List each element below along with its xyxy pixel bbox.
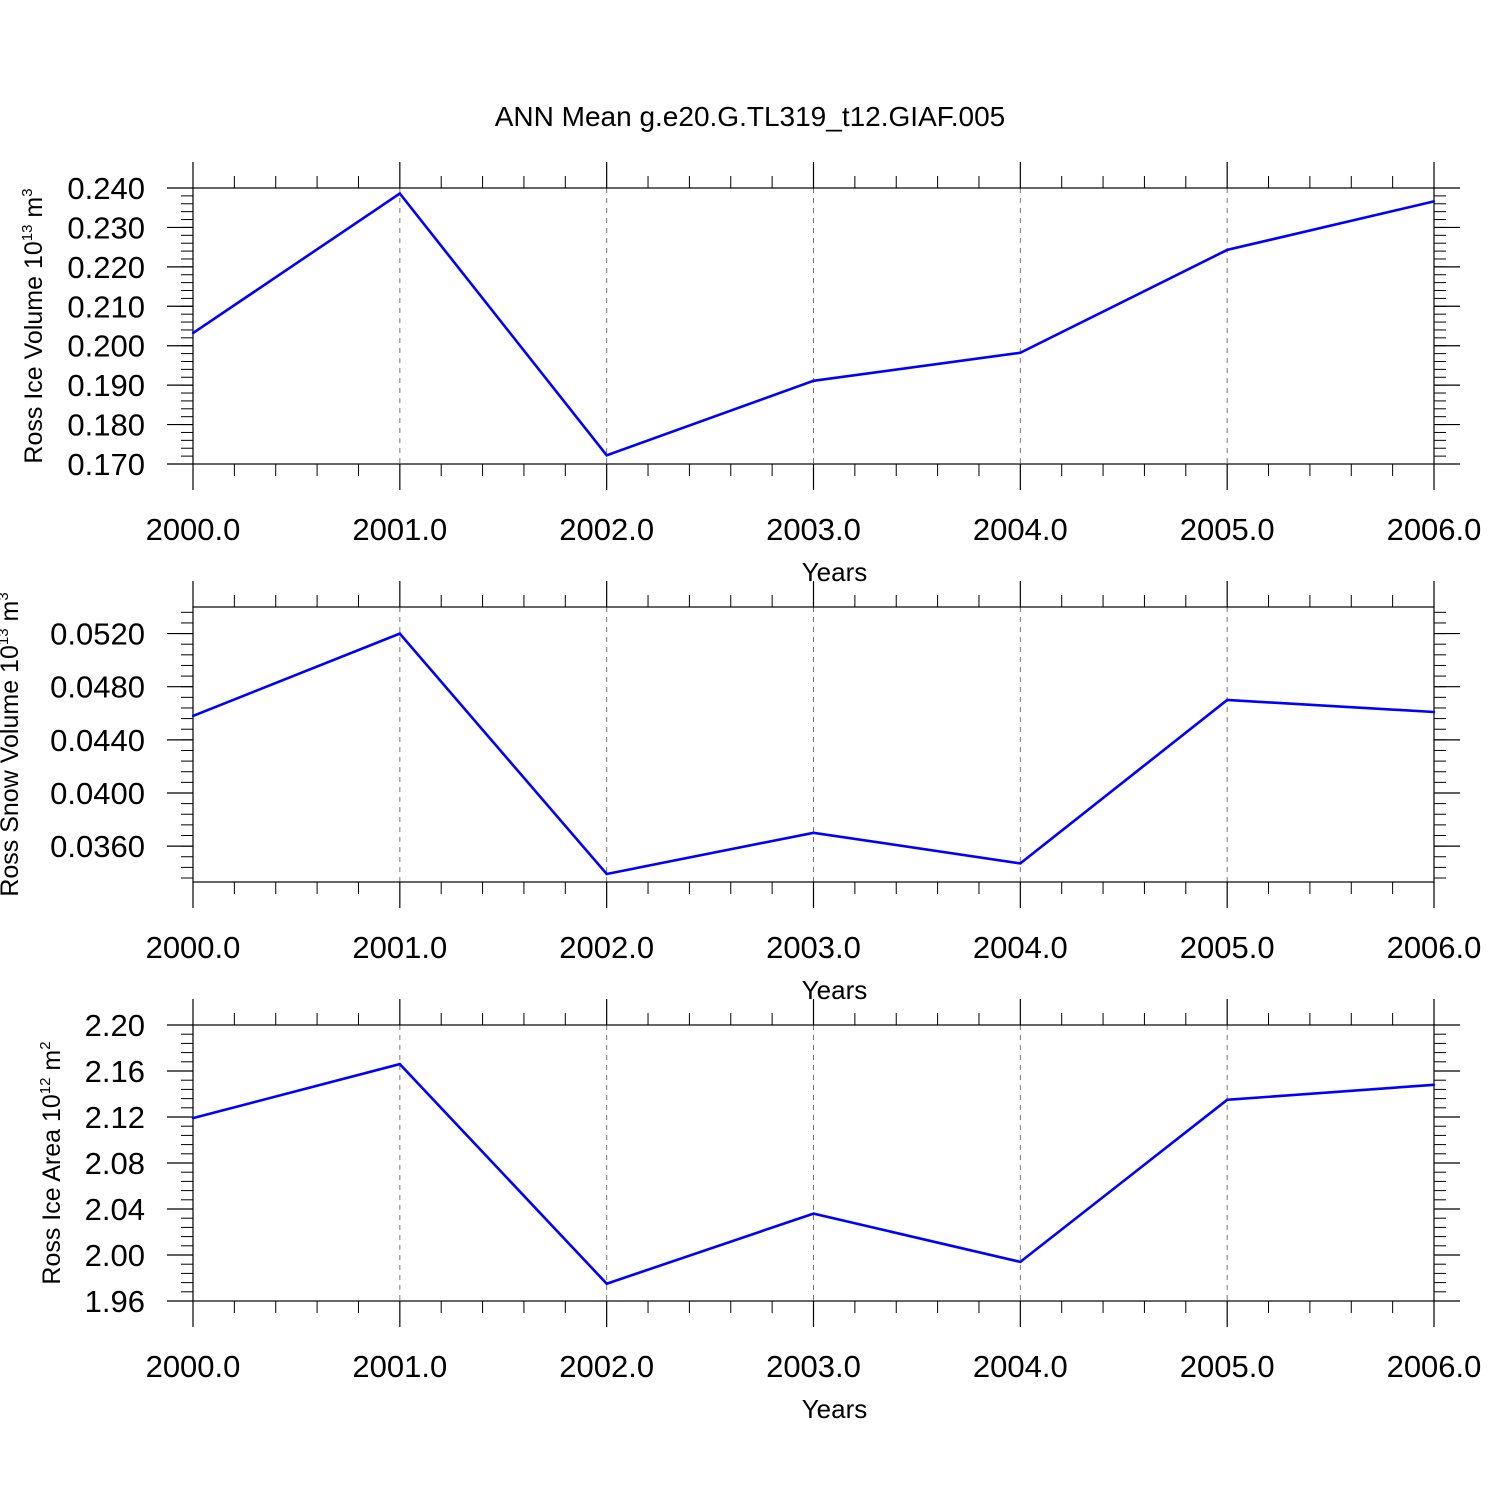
y-tick-label: 2.12 bbox=[85, 1100, 145, 1135]
x-tick-label: 2000.0 bbox=[146, 1349, 241, 1384]
data-point bbox=[812, 379, 815, 383]
x-tick-label: 2002.0 bbox=[559, 512, 654, 547]
data-point bbox=[398, 192, 402, 195]
y-tick-label: 1.96 bbox=[85, 1284, 145, 1319]
panel-3: 2000.0 2001.0 2002.0 2003.0 2004.0 2005.0 2006… bbox=[37, 999, 1481, 1424]
panel-2: 2000.0 2001.0 2002.0 2003.0 2004.0 2005.0 2006… bbox=[0, 581, 1481, 1005]
data-point bbox=[1432, 200, 1436, 203]
data-point bbox=[1225, 698, 1229, 702]
y-tick-label: 0.170 bbox=[67, 447, 145, 482]
x-tick-label: 2003.0 bbox=[766, 512, 861, 547]
y-axis-label: Ross Snow Volume 1013 m3 bbox=[0, 592, 24, 896]
x-tick-label: 2004.0 bbox=[973, 1349, 1068, 1384]
x-tick-label: 2004.0 bbox=[973, 930, 1068, 965]
data-point bbox=[398, 632, 402, 635]
y-tick-label: 0.0520 bbox=[50, 617, 145, 652]
x-tick-label: 2006.0 bbox=[1387, 512, 1482, 547]
y-tick-label: 0.230 bbox=[67, 210, 145, 245]
chart-title: ANN Mean g.e20.G.TL319_t12.GIAF.005 bbox=[495, 101, 1006, 132]
y-tick-label: 0.180 bbox=[67, 408, 145, 443]
x-tick-label: 2006.0 bbox=[1387, 1349, 1482, 1384]
data-point bbox=[1019, 862, 1022, 865]
data-point bbox=[191, 331, 195, 335]
data-point bbox=[605, 1282, 608, 1285]
data-point bbox=[1019, 351, 1022, 355]
data-point bbox=[1225, 1098, 1229, 1101]
x-tick-label: 2005.0 bbox=[1180, 512, 1275, 547]
y-tick-label: 0.0400 bbox=[50, 776, 145, 811]
y-tick-label: 0.220 bbox=[67, 250, 145, 285]
y-tick-label: 0.0360 bbox=[50, 829, 145, 864]
y-tick-label: 0.210 bbox=[67, 289, 145, 324]
y-tick-label: 2.08 bbox=[85, 1146, 145, 1181]
x-tick-label: 2000.0 bbox=[146, 512, 241, 547]
data-point bbox=[812, 1212, 815, 1215]
y-tick-label: 0.0440 bbox=[50, 723, 145, 758]
x-tick-label: 2002.0 bbox=[559, 930, 654, 965]
data-point bbox=[191, 1116, 195, 1120]
panel-1: 2000.0 2001.0 2002.0 2003.0 2004.0 2005.0 2006… bbox=[19, 162, 1481, 587]
data-point bbox=[1225, 248, 1229, 252]
y-tick-label: 2.00 bbox=[85, 1238, 145, 1273]
y-axis-label: Ross Ice Volume 1013 m3 bbox=[19, 188, 48, 463]
y-tick-label: 0.240 bbox=[67, 171, 145, 206]
x-axis-label: Years bbox=[802, 975, 868, 1005]
x-tick-label: 2000.0 bbox=[146, 930, 241, 965]
x-tick-label: 2006.0 bbox=[1387, 930, 1482, 965]
x-tick-label: 2005.0 bbox=[1180, 930, 1275, 965]
y-tick-label: 0.190 bbox=[67, 368, 145, 403]
x-tick-label: 2004.0 bbox=[973, 512, 1068, 547]
data-point bbox=[812, 831, 815, 835]
y-axis-label: Ross Ice Area 1012 m2 bbox=[37, 1041, 66, 1284]
x-axis-label: Years bbox=[802, 1394, 868, 1424]
x-tick-label: 2002.0 bbox=[559, 1349, 654, 1384]
data-point bbox=[191, 714, 195, 718]
data-point bbox=[1019, 1260, 1022, 1264]
x-axis-label: Years bbox=[802, 557, 868, 587]
data-point bbox=[1432, 710, 1436, 714]
data-point bbox=[605, 872, 608, 876]
data-point bbox=[398, 1062, 402, 1066]
y-tick-label: 2.16 bbox=[85, 1054, 145, 1089]
data-point bbox=[605, 454, 608, 457]
x-tick-label: 2003.0 bbox=[766, 1349, 861, 1384]
y-tick-label: 2.04 bbox=[85, 1192, 145, 1227]
data-point bbox=[1432, 1083, 1436, 1087]
x-tick-label: 2001.0 bbox=[352, 930, 447, 965]
x-tick-label: 2001.0 bbox=[352, 1349, 447, 1384]
y-tick-label: 0.200 bbox=[67, 329, 145, 364]
y-tick-label: 0.0480 bbox=[50, 670, 145, 705]
x-tick-label: 2005.0 bbox=[1180, 1349, 1275, 1384]
y-tick-label: 2.20 bbox=[85, 1008, 145, 1043]
x-tick-label: 2001.0 bbox=[352, 512, 447, 547]
x-tick-label: 2003.0 bbox=[766, 930, 861, 965]
